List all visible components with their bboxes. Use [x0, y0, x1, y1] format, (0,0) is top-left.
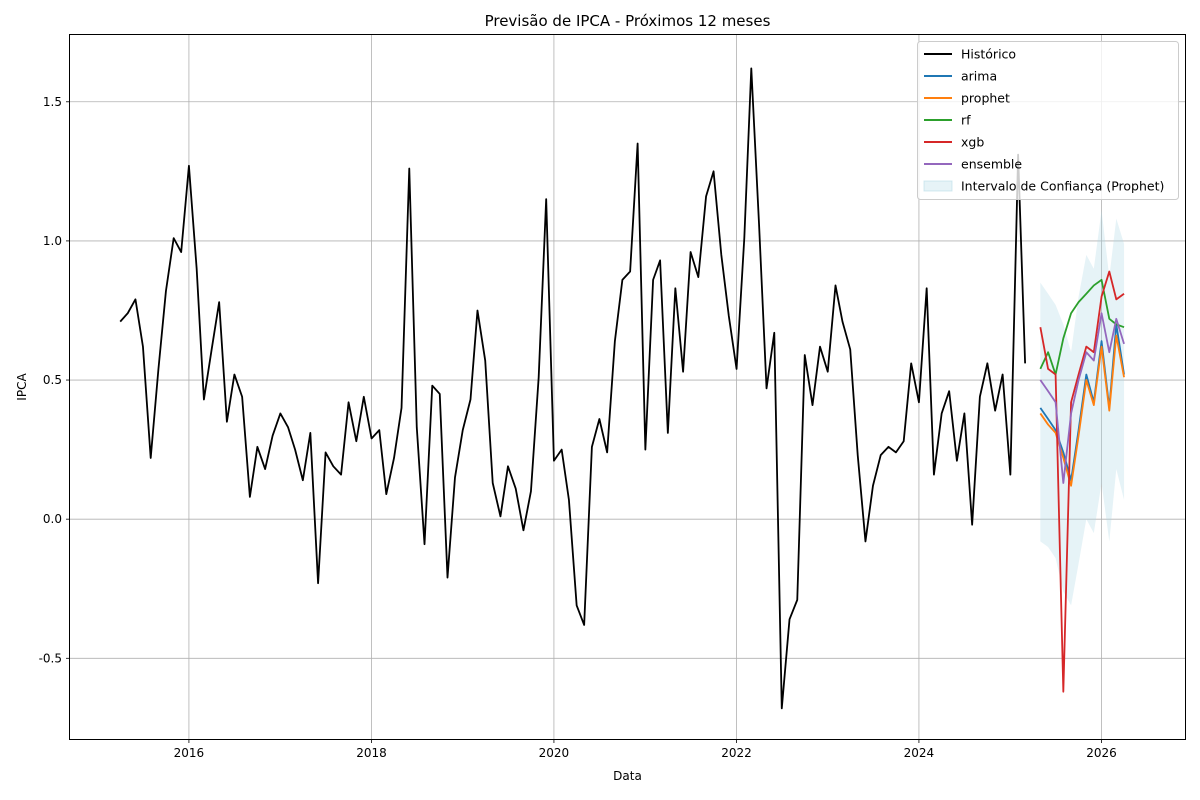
y-tick-label: 1.5 [43, 95, 62, 109]
y-tick-label: 0.5 [43, 373, 62, 387]
y-tick-label: -0.5 [39, 651, 62, 665]
legend-label: prophet [961, 91, 1010, 106]
series-line-ensemble [1039, 312, 1125, 484]
y-axis-label: IPCA [15, 373, 29, 401]
chart-title: Previsão de IPCA - Próximos 12 meses [485, 12, 771, 30]
legend-label: Intervalo de Confiança (Prophet) [961, 179, 1164, 194]
x-tick-label: 2022 [721, 746, 752, 760]
y-tick-label: 1.0 [43, 234, 62, 248]
legend-frame [917, 41, 1179, 200]
series-line-historico [119, 67, 1027, 710]
legend-label: xgb [961, 135, 984, 150]
x-axis-ticks: 2016 2018 2020 2022 2024 2026 [174, 739, 1117, 760]
legend-label: ensemble [961, 157, 1022, 172]
series-line-prophet [1039, 334, 1125, 487]
series-line-rf [1039, 278, 1125, 376]
y-axis-ticks: -0.5 0.0 0.5 1.0 1.5 [39, 95, 70, 665]
plot-frame [69, 34, 1186, 740]
x-tick-label: 2020 [539, 746, 570, 760]
x-tick-label: 2026 [1086, 746, 1117, 760]
series-line-xgb [1039, 270, 1125, 693]
x-tick-label: 2018 [356, 746, 387, 760]
legend-label: Histórico [961, 47, 1016, 62]
x-tick-label: 2024 [904, 746, 935, 760]
y-tick-label: 0.0 [43, 512, 62, 526]
legend-label: arima [961, 69, 997, 84]
legend: Histórico arima prophet rf xgb ensemble Interv… [917, 41, 1179, 200]
legend-label: rf [961, 113, 971, 128]
x-tick-label: 2016 [174, 746, 205, 760]
legend-swatch [923, 180, 953, 192]
x-axis-label: Data [613, 769, 642, 783]
series-lines [119, 67, 1125, 710]
